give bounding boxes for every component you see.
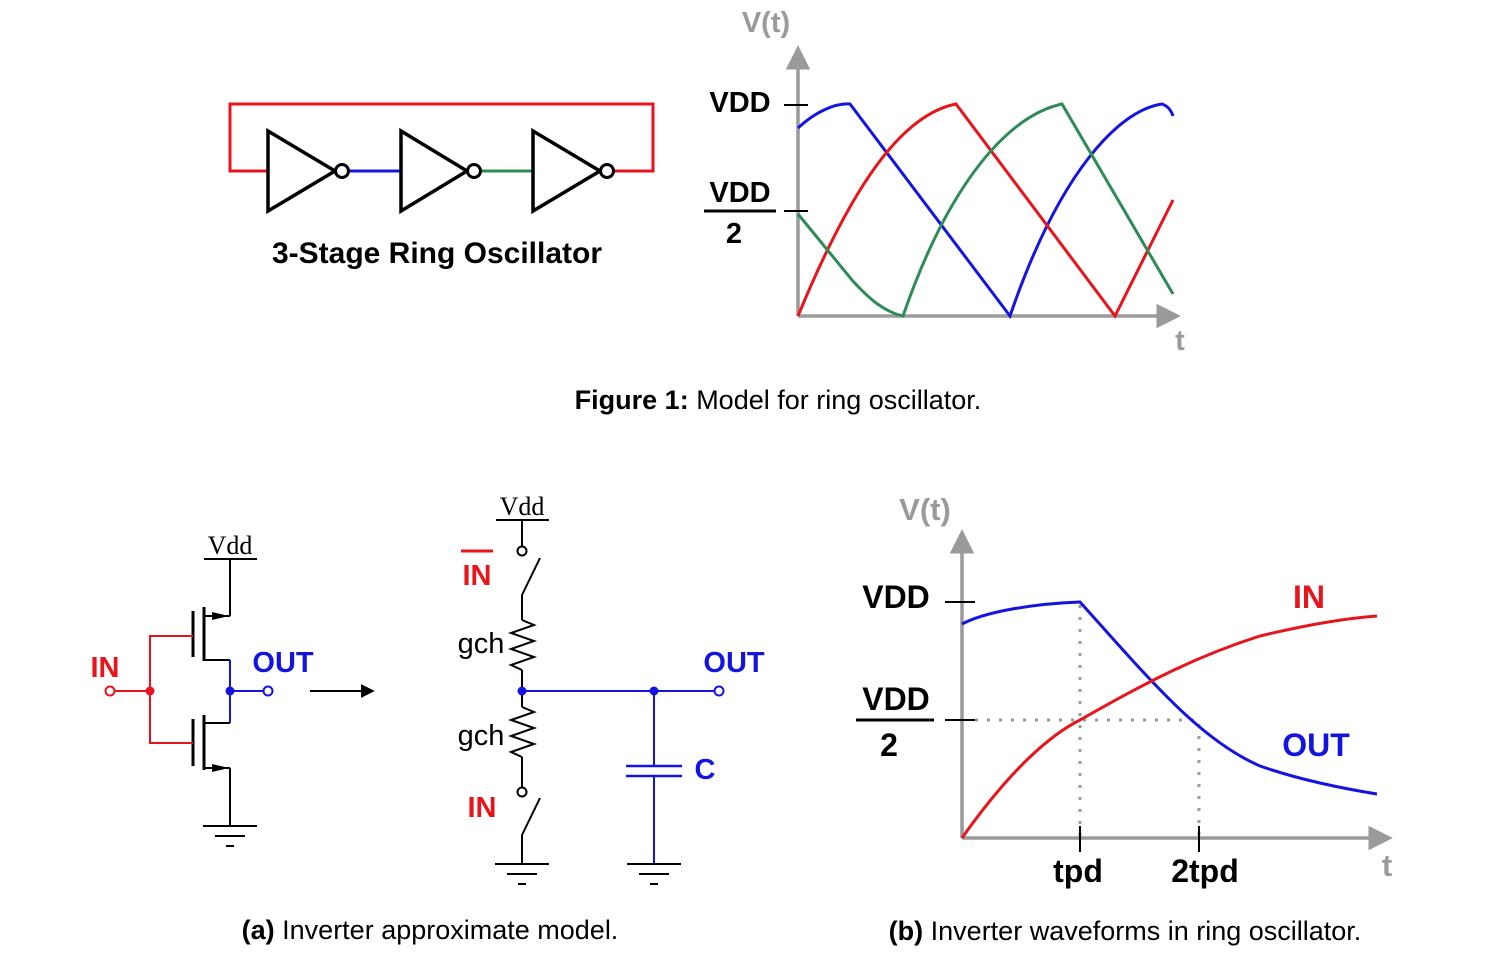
feedback-wire bbox=[228, 102, 655, 173]
half-vdd-numerator-b: VDD bbox=[862, 681, 930, 717]
inverter-2 bbox=[399, 127, 482, 215]
in-label-left: IN bbox=[91, 652, 120, 684]
gch-top-label: gch bbox=[458, 628, 505, 660]
ground-capacitor bbox=[627, 863, 681, 885]
vdd-label: VDD bbox=[709, 87, 770, 119]
inverter-3 bbox=[531, 127, 615, 215]
figure1-caption: Figure 1: Model for ring oscillator. bbox=[575, 385, 982, 415]
half-vdd-denominator: 2 bbox=[726, 218, 742, 250]
resistor-bottom bbox=[507, 706, 538, 758]
switch-top bbox=[521, 557, 541, 596]
in-curve-label: IN bbox=[1293, 579, 1325, 615]
figure1-caption-bold: Figure 1: bbox=[575, 385, 689, 415]
out-curve-label: OUT bbox=[1282, 727, 1350, 763]
red-waveform bbox=[796, 102, 1175, 319]
half-vdd-numerator: VDD bbox=[709, 177, 770, 209]
figure-b-caption-text: Inverter waveforms in ring oscillator. bbox=[923, 916, 1361, 946]
ring-oscillator-schematic: 3-Stage Ring Oscillator bbox=[228, 102, 655, 270]
x-axis-label-b: t bbox=[1382, 848, 1392, 883]
figure-b-caption-bold: (b) bbox=[889, 916, 923, 946]
ring-waveform-plot: V(t) t VDD VDD 2 bbox=[704, 7, 1185, 357]
tick-label-2tpd: 2tpd bbox=[1171, 853, 1239, 889]
nmos-transistor bbox=[191, 715, 230, 772]
capacitor-label: C bbox=[695, 754, 716, 786]
switch-bottom bbox=[521, 797, 541, 836]
x-axis-label: t bbox=[1175, 325, 1185, 357]
figure-a-caption: (a) Inverter approximate model. bbox=[242, 915, 619, 945]
y-axis-label: V(t) bbox=[742, 7, 790, 39]
figure-a-caption-bold: (a) bbox=[242, 915, 275, 945]
ground-switch bbox=[495, 863, 549, 885]
y-axis-label-b: V(t) bbox=[899, 492, 951, 527]
gch-bottom-label: gch bbox=[458, 720, 505, 752]
half-vdd-denominator-b: 2 bbox=[880, 727, 898, 763]
inverter-waveform-plot: V(t) t VDD VDD 2 tpd 2tpd IN OUT bbox=[856, 492, 1393, 889]
ground-left bbox=[203, 825, 257, 847]
tick-label-tpd: tpd bbox=[1053, 853, 1103, 889]
vdd-label-left: Vdd bbox=[208, 531, 253, 560]
green-waveform bbox=[796, 102, 1175, 318]
in-bottom-label: IN bbox=[468, 792, 497, 824]
figure-a-caption-text: Inverter approximate model. bbox=[275, 915, 619, 945]
out-label-right: OUT bbox=[703, 647, 765, 679]
blue-waveform bbox=[796, 102, 1175, 320]
in-bar-label: IN bbox=[463, 560, 492, 592]
resistor-top bbox=[507, 619, 538, 671]
cmos-inverter-schematic: Vdd IN bbox=[91, 531, 314, 847]
vdd-label-right: Vdd bbox=[500, 492, 545, 521]
out-waveform bbox=[961, 600, 1378, 796]
vdd-label-b: VDD bbox=[862, 579, 930, 615]
in-waveform bbox=[960, 614, 1378, 839]
inverter-1 bbox=[266, 127, 350, 215]
figure1-caption-text: Model for ring oscillator. bbox=[689, 385, 982, 415]
switch-resistor-model: Vdd OUT C bbox=[458, 492, 765, 885]
out-label-left: OUT bbox=[252, 647, 314, 679]
ring-title: 3-Stage Ring Oscillator bbox=[272, 237, 602, 270]
figure-b-caption: (b) Inverter waveforms in ring oscillato… bbox=[889, 916, 1362, 946]
pmos-transistor bbox=[191, 607, 230, 661]
